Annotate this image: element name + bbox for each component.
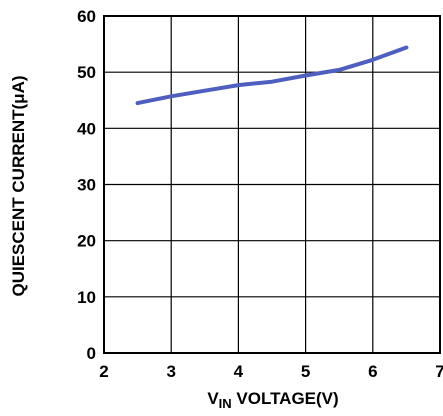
- y-tick-label: 50: [77, 63, 96, 82]
- y-axis-title: QUIESCENT CURRENT(μA): [9, 75, 28, 296]
- y-tick-label: 10: [77, 288, 96, 307]
- y-tick-label: 60: [77, 7, 96, 26]
- x-tick-label: 5: [301, 362, 310, 381]
- plot-frame: [103, 15, 441, 354]
- y-tick-label: 0: [87, 344, 96, 363]
- x-tick-label: 3: [166, 362, 175, 381]
- x-tick-label: 2: [99, 362, 108, 381]
- x-axis-title: VIN VOLTAGE(V): [207, 389, 338, 411]
- y-tick-label: 40: [77, 119, 96, 138]
- x-axis-title-suffix: VOLTAGE(V): [232, 389, 339, 408]
- series-layer: [135, 45, 409, 106]
- x-axis-title-subscript: IN: [219, 396, 232, 411]
- x-tick-label: 6: [368, 362, 377, 381]
- x-axis-title-prefix: V: [207, 389, 219, 408]
- x-tick-labels: 2 3 4 5 6 7: [99, 362, 443, 381]
- y-tick-label: 20: [77, 232, 96, 251]
- y-tick-labels: 0 10 20 30 40 50 60: [77, 7, 96, 363]
- series-line-0: [135, 45, 409, 106]
- grid-lines: [104, 16, 440, 353]
- x-tick-label: 7: [435, 362, 443, 381]
- y-tick-label: 30: [77, 176, 96, 195]
- x-tick-label: 4: [234, 362, 244, 381]
